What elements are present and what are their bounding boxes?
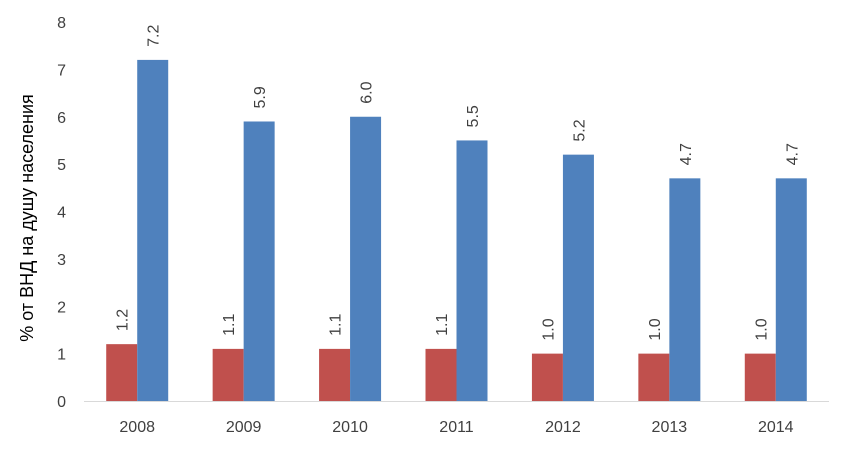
bar-series-1: [212, 348, 244, 401]
data-label: 1.2: [115, 309, 132, 331]
bar-series-1: [638, 353, 670, 401]
data-label: 1.0: [647, 318, 664, 340]
data-label: 1.0: [753, 318, 770, 340]
data-label: 5.2: [571, 119, 588, 141]
y-tick-label: 2: [57, 299, 66, 316]
y-tick-label: 7: [57, 62, 66, 79]
y-tick-label: 4: [57, 205, 66, 222]
bar-series-2: [350, 116, 382, 401]
data-label: 7.2: [146, 25, 163, 47]
bar-series-2: [243, 121, 275, 402]
x-tick-label: 2013: [652, 419, 688, 436]
x-tick-labels: 2008 2009 2010 2011 2012 2013 2014: [119, 419, 793, 436]
x-tick-label: 2010: [332, 419, 368, 436]
x-tick-label: 2008: [119, 419, 155, 436]
data-label: 6.0: [359, 81, 376, 103]
x-tick-label: 2011: [439, 419, 474, 436]
y-tick-labels: 0 1 2 3 4 5 6 7 8: [57, 15, 66, 411]
x-tick-label: 2014: [758, 419, 794, 436]
y-tick-label: 0: [57, 394, 66, 411]
bar-series-2: [775, 178, 807, 401]
data-label: 1.1: [434, 314, 451, 336]
data-labels: 1.2 1.1 1.1 1.1 1.0 1.0 1.0 7.2 5.9 6.0 5.5 5.2 4.7 4…: [115, 25, 802, 341]
bar-series-1: [744, 353, 776, 401]
y-tick-label: 5: [57, 157, 66, 174]
data-label: 5.5: [465, 105, 482, 127]
x-tick-label: 2009: [226, 419, 262, 436]
bar-series-1: [106, 344, 138, 401]
data-label: 5.9: [252, 86, 269, 108]
data-label: 1.1: [221, 314, 238, 336]
bar-series-2: [669, 178, 701, 401]
data-label: 4.7: [784, 143, 801, 165]
bars: [106, 59, 807, 402]
bar-series-2: [137, 59, 169, 402]
y-tick-label: 1: [57, 347, 66, 364]
bar-series-2: [456, 140, 488, 401]
y-tick-label: 3: [57, 252, 66, 269]
data-label: 1.0: [540, 318, 557, 340]
bar-series-1: [531, 353, 563, 401]
bar-series-1: [319, 348, 351, 401]
x-tick-label: 2012: [545, 419, 581, 436]
bar-series-2: [562, 154, 594, 401]
data-label: 1.1: [328, 314, 345, 336]
y-tick-label: 6: [57, 110, 66, 127]
data-label: 4.7: [678, 143, 695, 165]
y-tick-label: 8: [57, 15, 66, 32]
bar-series-1: [425, 348, 457, 401]
y-axis-label: % от ВНД на душу населения: [17, 94, 37, 342]
